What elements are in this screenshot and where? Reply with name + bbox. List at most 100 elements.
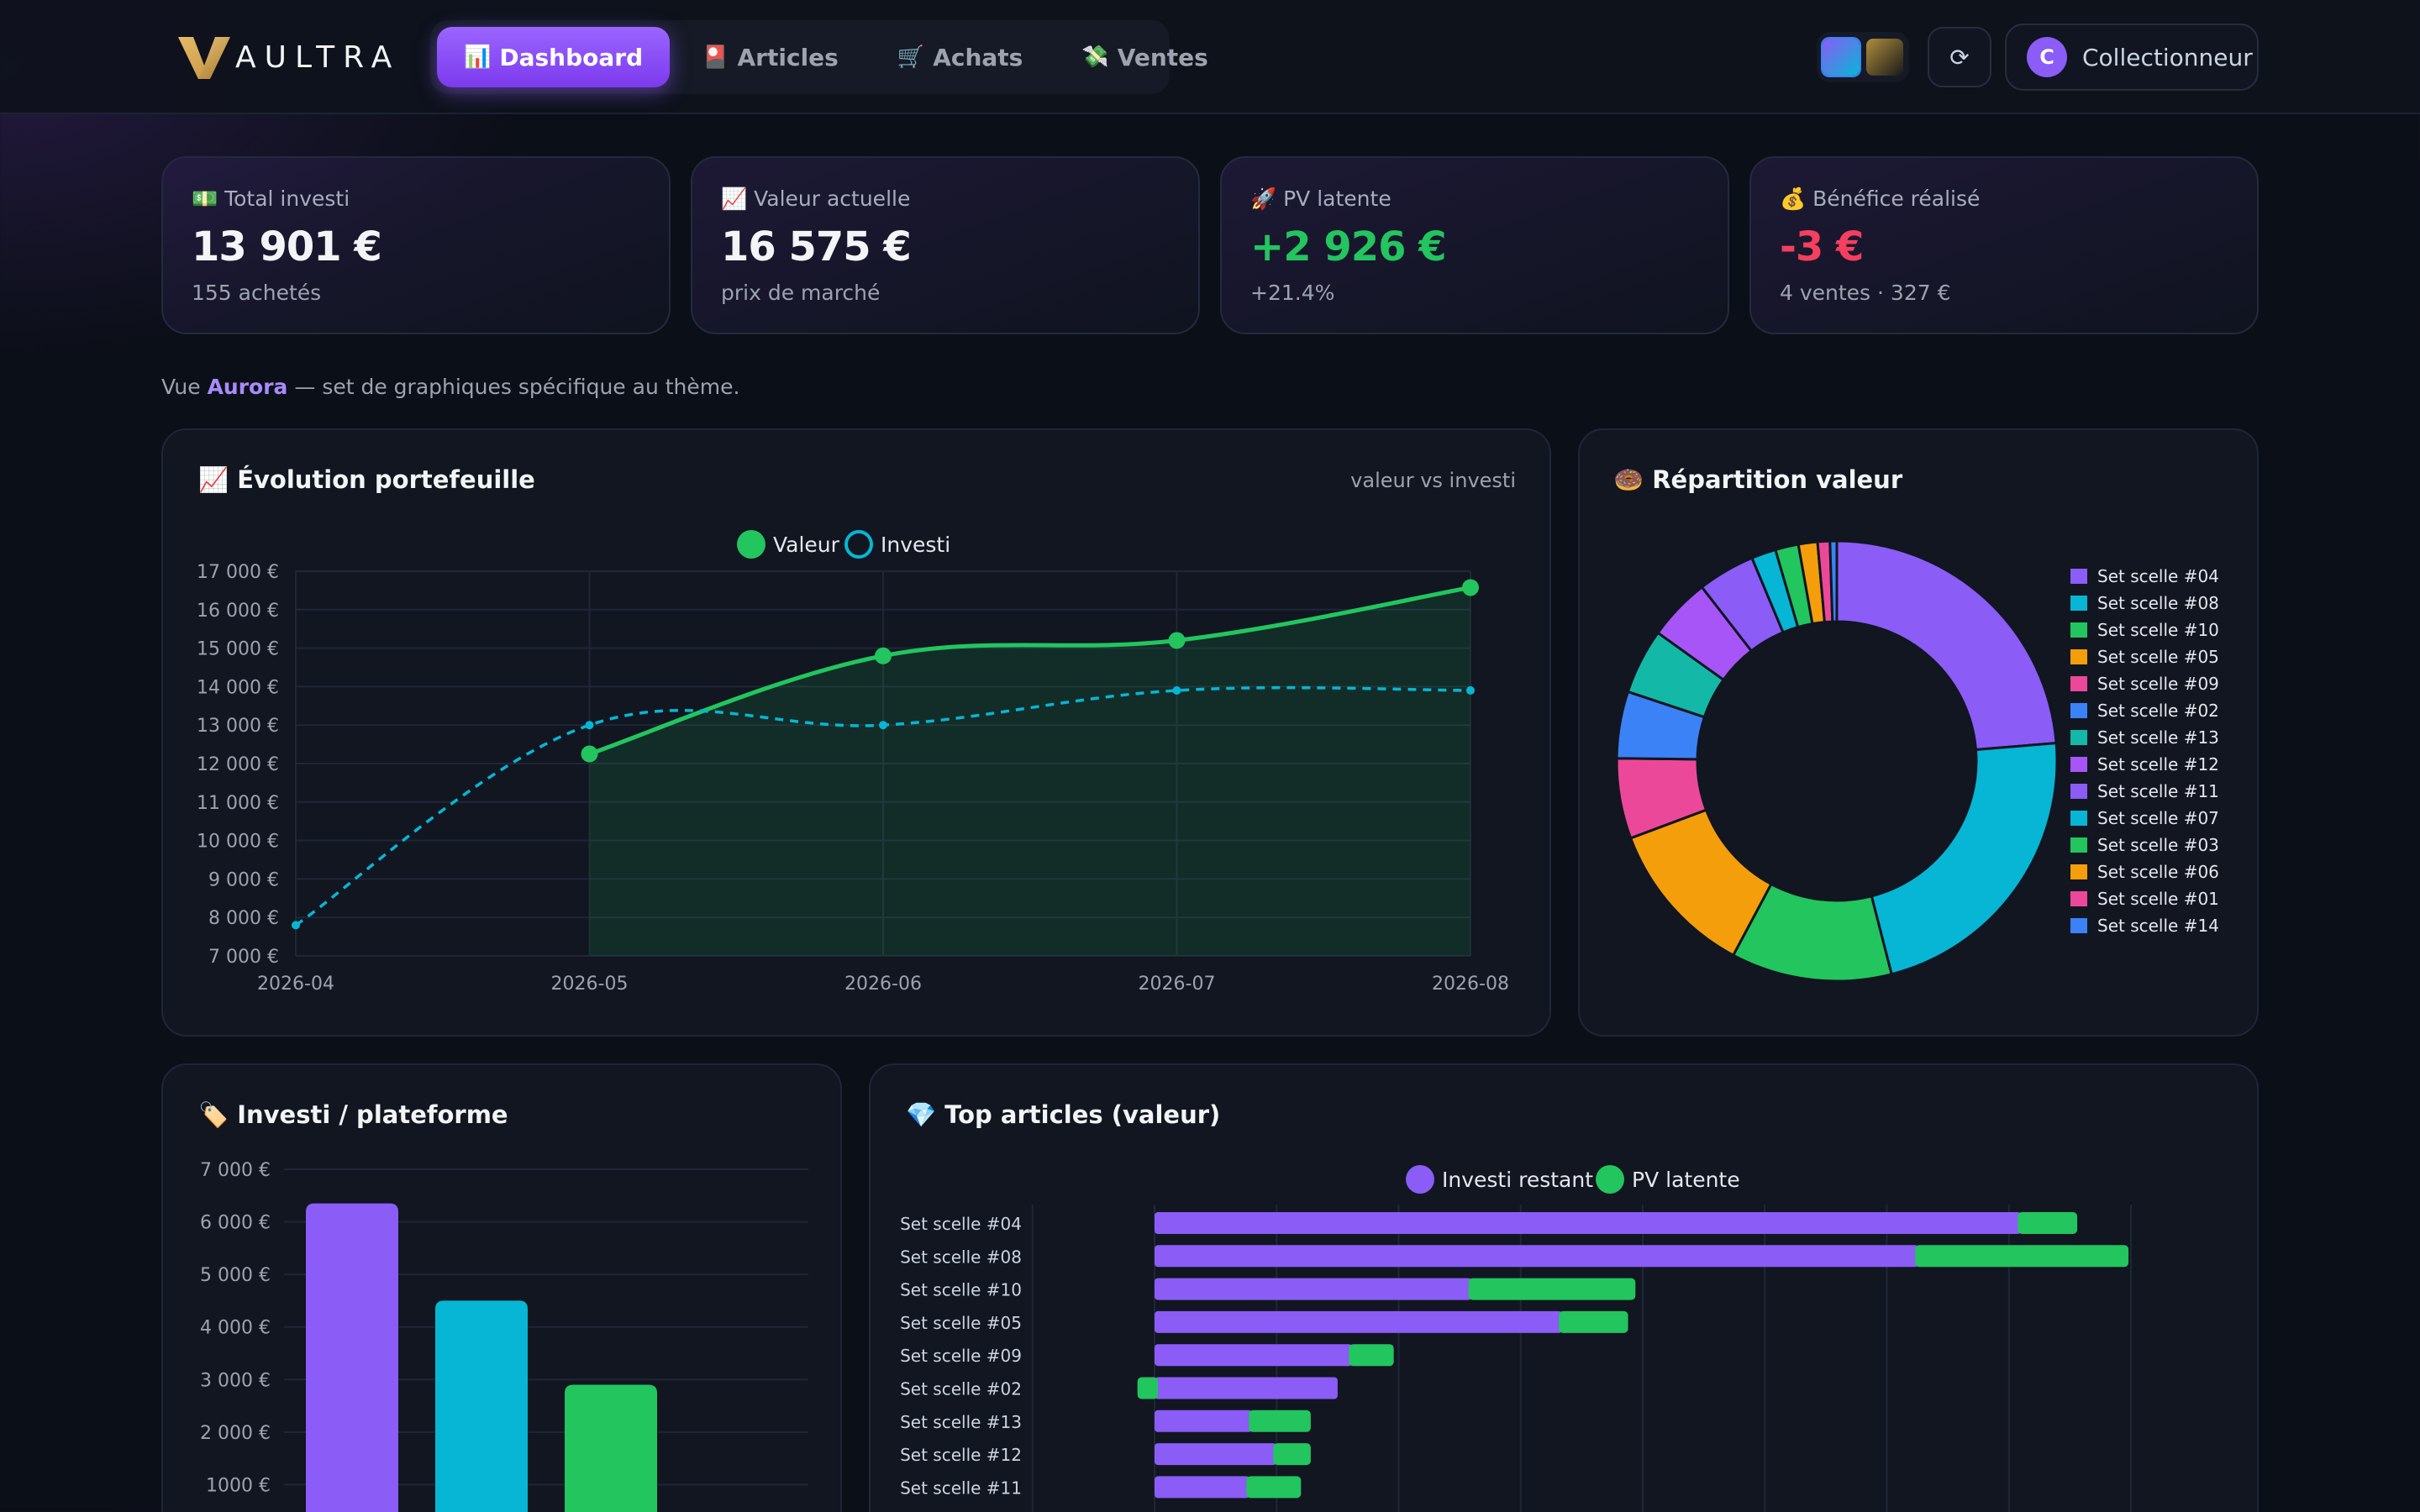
bar-pv-latente[interactable] bbox=[1249, 1410, 1311, 1432]
plateforme-chart: 1000 € 2 000 € 3 000 € 4 000 € 5 000 € 6 000 … bbox=[200, 1160, 808, 1512]
investi-point[interactable] bbox=[1172, 685, 1181, 695]
category-label-set-scelle-12: Set scelle #12 bbox=[900, 1445, 1022, 1465]
legend-valeur-label[interactable]: Valeur bbox=[773, 533, 840, 557]
bar-pv-latente[interactable] bbox=[1137, 1377, 1158, 1399]
main-nav: 📊 Dashboard 🎴 Articles 🛒 Achats 💸 Ventes bbox=[430, 20, 1208, 94]
donut-slice-set-scelle-14[interactable] bbox=[1828, 539, 1839, 623]
bar-investi-restant[interactable] bbox=[1155, 1476, 1250, 1499]
donut-slice-set-scelle-08[interactable] bbox=[1870, 742, 2059, 976]
repartition-chart: Set scelle #04 Set scelle #08 Set scelle #… bbox=[1615, 539, 2219, 983]
bar-investi-restant[interactable] bbox=[1155, 1245, 1919, 1268]
category-label-set-scelle-09: Set scelle #09 bbox=[900, 1346, 1022, 1366]
legend-label-set-scelle-10[interactable]: Set scelle #10 bbox=[2097, 620, 2219, 640]
bar-pv-latente[interactable] bbox=[1349, 1344, 1394, 1367]
legend-investi-swatch bbox=[844, 530, 873, 559]
legend-label-set-scelle-12[interactable]: Set scelle #12 bbox=[2097, 754, 2219, 774]
top-articles-chart-title: 💎 Top articles (valeur) bbox=[906, 1100, 1221, 1129]
legend-swatch bbox=[2070, 569, 2087, 584]
theme-note-suffix: — set de graphiques spécifique au thème. bbox=[287, 375, 740, 399]
theme-gold-swatch[interactable] bbox=[1865, 39, 1903, 76]
bar-pv-latente[interactable] bbox=[1915, 1245, 2129, 1268]
refresh-button[interactable]: ⟳ bbox=[1928, 27, 1991, 87]
legend-swatch bbox=[2070, 596, 2087, 611]
legend-label-set-scelle-07[interactable]: Set scelle #07 bbox=[2097, 808, 2219, 828]
stat-label-text: Total investi bbox=[224, 186, 350, 211]
evolution-chart-panel: 📈 Évolution portefeuille valeur vs inves… bbox=[161, 428, 1551, 1037]
legend-pv-latente-label[interactable]: PV latente bbox=[1632, 1168, 1740, 1192]
bar-investi-restant[interactable] bbox=[1155, 1443, 1277, 1466]
stat-value: 13 901 € bbox=[192, 223, 382, 270]
legend-investi-restant-swatch bbox=[1406, 1165, 1434, 1194]
y-tick-label: 13 000 € bbox=[197, 716, 279, 737]
investi-point[interactable] bbox=[1466, 685, 1475, 695]
nav-item-dashboard[interactable]: 📊 Dashboard bbox=[437, 27, 671, 87]
nav-item-ventes[interactable]: 💸 Ventes bbox=[1055, 27, 1234, 87]
theme-aurora-swatch[interactable] bbox=[1823, 39, 1860, 76]
category-label-set-scelle-08: Set scelle #08 bbox=[900, 1247, 1022, 1267]
user-name: Collectionneur bbox=[2082, 43, 2253, 71]
legend-label-set-scelle-13[interactable]: Set scelle #13 bbox=[2097, 727, 2219, 748]
y-tick-label: 7 000 € bbox=[208, 947, 279, 968]
investi-point[interactable] bbox=[585, 721, 594, 730]
valeur-point[interactable] bbox=[581, 745, 598, 763]
investi-point[interactable] bbox=[879, 721, 887, 730]
legend-label-set-scelle-08[interactable]: Set scelle #08 bbox=[2097, 593, 2219, 613]
y-tick-label: 6 000 € bbox=[200, 1213, 271, 1234]
legend-label-set-scelle-14[interactable]: Set scelle #14 bbox=[2097, 916, 2219, 936]
bar-investi-restant[interactable] bbox=[1155, 1278, 1472, 1300]
legend-label-set-scelle-01[interactable]: Set scelle #01 bbox=[2097, 889, 2219, 909]
brand-name: AULTRA bbox=[235, 39, 401, 75]
legend-label-set-scelle-11[interactable]: Set scelle #11 bbox=[2097, 781, 2219, 801]
bar-pv-latente[interactable] bbox=[1559, 1310, 1628, 1333]
legend-swatch bbox=[2070, 730, 2087, 745]
y-tick-label: 9 000 € bbox=[208, 869, 279, 890]
legend-label-set-scelle-02[interactable]: Set scelle #02 bbox=[2097, 701, 2219, 721]
top-bar: AULTRA 📊 Dashboard 🎴 Articles 🛒 Achats 💸 Ventes… bbox=[0, 0, 2420, 114]
plateforme-bar[interactable] bbox=[435, 1300, 528, 1512]
bar-investi-restant[interactable] bbox=[1155, 1212, 2022, 1234]
legend-label-set-scelle-06[interactable]: Set scelle #06 bbox=[2097, 862, 2219, 882]
bar-investi-restant[interactable] bbox=[1155, 1410, 1253, 1432]
user-menu-button[interactable]: C Collectionneur bbox=[2005, 24, 2259, 91]
legend-investi-restant-label[interactable]: Investi restant bbox=[1442, 1168, 1593, 1192]
bar-pv-latente[interactable] bbox=[1273, 1443, 1311, 1466]
bar-investi-restant[interactable] bbox=[1155, 1344, 1353, 1367]
legend-label-set-scelle-04[interactable]: Set scelle #04 bbox=[2097, 566, 2219, 586]
legend-label-set-scelle-09[interactable]: Set scelle #09 bbox=[2097, 674, 2219, 694]
stat-label: 📈 Valeur actuelle bbox=[721, 186, 910, 212]
investi-point[interactable] bbox=[292, 921, 300, 930]
stat-label-text: PV latente bbox=[1283, 186, 1392, 211]
nav-icon-articles: 🎴 bbox=[702, 45, 729, 70]
stat-sub: prix de marché bbox=[721, 281, 881, 305]
bar-pv-latente[interactable] bbox=[2018, 1212, 2078, 1234]
logo-v-mark bbox=[178, 37, 230, 79]
valeur-point[interactable] bbox=[1168, 632, 1186, 649]
legend-investi-label[interactable]: Investi bbox=[881, 533, 950, 557]
evolution-chart: 7 000 € 8 000 € 9 000 € 10 000 € 11 000 € 12 … bbox=[197, 530, 1509, 995]
bar-investi-restant[interactable] bbox=[1155, 1310, 1563, 1333]
investi-line bbox=[295, 685, 1471, 927]
bar-investi-restant[interactable] bbox=[1155, 1377, 1338, 1399]
plateforme-bar[interactable] bbox=[306, 1203, 398, 1512]
nav-icon-dashboard: 📊 bbox=[464, 45, 492, 70]
valeur-point[interactable] bbox=[1462, 579, 1479, 596]
donut-slice-set-scelle-04[interactable] bbox=[1835, 539, 2058, 752]
bar-pv-latente[interactable] bbox=[1246, 1476, 1302, 1499]
legend-label-set-scelle-05[interactable]: Set scelle #05 bbox=[2097, 647, 2219, 667]
stat-card-b-n-fice-r-alis: 💰 Bénéfice réalisé -3 € 4 ventes · 327 € bbox=[1749, 156, 2259, 334]
legend-label-set-scelle-03[interactable]: Set scelle #03 bbox=[2097, 835, 2219, 855]
stat-sub: 155 achetés bbox=[192, 281, 322, 305]
stat-label-text: Bénéfice réalisé bbox=[1812, 186, 1981, 211]
stat-label: 💵 Total investi bbox=[192, 186, 350, 212]
valeur-line bbox=[588, 585, 1471, 756]
plateforme-chart-title: 🏷️ Investi / plateforme bbox=[198, 1100, 508, 1129]
stat-value: -3 € bbox=[1780, 223, 1864, 270]
nav-item-articles[interactable]: 🎴 Articles bbox=[675, 27, 865, 87]
y-tick-label: 10 000 € bbox=[197, 832, 279, 853]
valeur-point[interactable] bbox=[875, 647, 892, 664]
stat-value: 16 575 € bbox=[721, 223, 912, 270]
nav-item-achats[interactable]: 🛒 Achats bbox=[871, 27, 1050, 87]
plateforme-bar[interactable] bbox=[565, 1384, 657, 1512]
brand-logo[interactable]: AULTRA bbox=[176, 34, 400, 81]
bar-pv-latente[interactable] bbox=[1468, 1278, 1636, 1300]
